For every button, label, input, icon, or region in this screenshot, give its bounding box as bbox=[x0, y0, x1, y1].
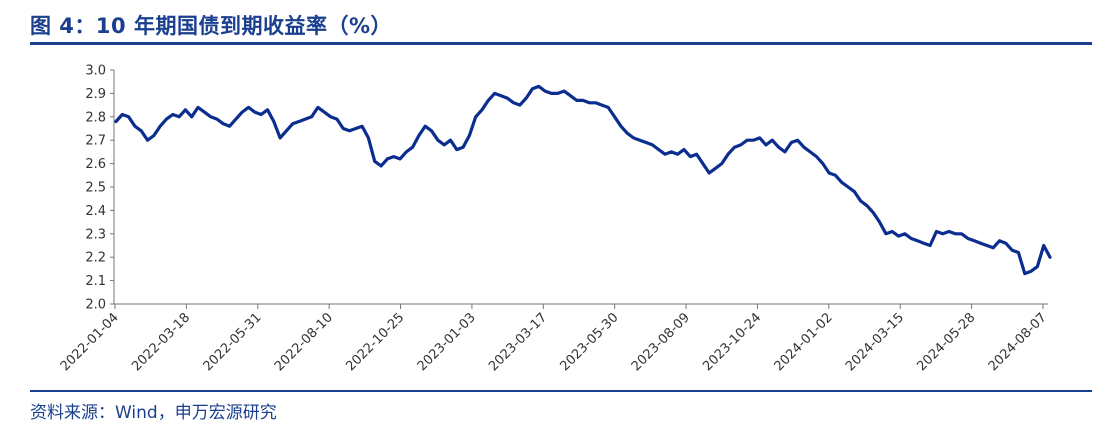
x-tick-label: 2022-03-18 bbox=[129, 310, 193, 374]
y-tick-label: 2.6 bbox=[85, 157, 106, 172]
x-tick-label: 2024-05-28 bbox=[914, 310, 978, 374]
y-tick-label: 2.1 bbox=[85, 274, 106, 289]
x-tick-label: 2022-10-25 bbox=[343, 310, 407, 374]
chart-axes bbox=[113, 70, 1048, 305]
chart-title: 图 4：10 年期国债到期收益率（%） bbox=[30, 14, 392, 38]
footer-rule bbox=[30, 390, 1092, 392]
y-tick-label: 2.8 bbox=[85, 110, 106, 125]
x-tick-label: 2023-10-24 bbox=[700, 310, 764, 374]
y-tick-label: 2.4 bbox=[85, 204, 106, 219]
x-axis-ticks: 2022-01-04 2022-03-18 2022-05-31 2022-08-10… bbox=[58, 304, 1050, 374]
x-tick-label: 2023-05-30 bbox=[557, 310, 621, 374]
y-tick-label: 2.9 bbox=[85, 87, 106, 102]
title-rule bbox=[30, 42, 1092, 45]
y-axis-ticks: 3.0 2.9 2.8 2.7 2.6 2.5 2.4 2.3 2.2 2.1 2.0 bbox=[85, 64, 114, 313]
x-tick-label: 2023-03-17 bbox=[486, 310, 550, 374]
yield-series-line bbox=[114, 84, 1052, 276]
y-tick-label: 3.0 bbox=[85, 64, 106, 79]
x-tick-label: 2022-08-10 bbox=[272, 310, 336, 374]
source-note: 资料来源：Wind，申万宏源研究 bbox=[30, 403, 277, 423]
x-tick-label: 2023-08-09 bbox=[629, 310, 693, 374]
y-tick-label: 2.3 bbox=[85, 227, 106, 242]
y-tick-label: 2.5 bbox=[85, 181, 106, 196]
x-tick-label: 2024-01-02 bbox=[772, 310, 836, 374]
x-tick-label: 2022-05-31 bbox=[201, 310, 265, 374]
y-tick-label: 2.0 bbox=[85, 298, 106, 313]
x-tick-label: 2024-08-07 bbox=[986, 310, 1050, 374]
x-tick-label: 2022-01-04 bbox=[58, 310, 122, 374]
y-tick-label: 2.7 bbox=[85, 134, 106, 149]
x-tick-label: 2024-03-15 bbox=[843, 310, 907, 374]
x-tick-label: 2023-01-03 bbox=[415, 310, 479, 374]
y-tick-label: 2.2 bbox=[85, 251, 106, 266]
